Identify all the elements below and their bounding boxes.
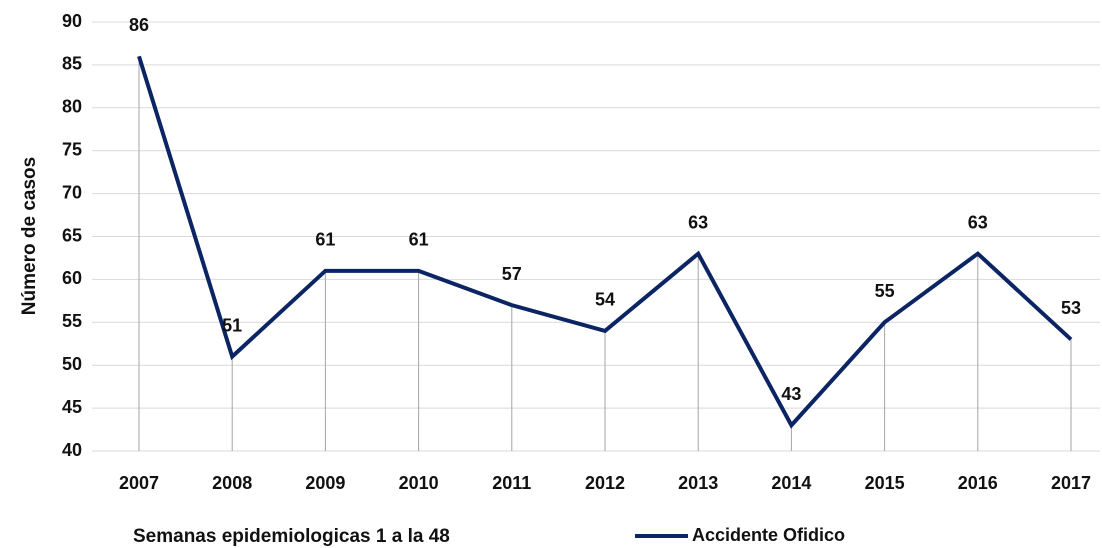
x-tick-label: 2008 [212,473,252,493]
data-label: 86 [129,15,149,35]
x-tick-label: 2012 [585,473,625,493]
y-tick-label: 70 [62,182,82,202]
data-line [137,55,1073,429]
y-tick-label: 40 [62,440,82,460]
x-tick-label: 2017 [1051,473,1091,493]
data-label: 53 [1061,298,1081,318]
y-tick-label: 85 [62,54,82,74]
x-axis-label: Semanas epidemiologicas 1 a la 48 [133,526,450,547]
data-label: 61 [315,230,335,250]
legend-label: Accidente Ofidico [692,525,845,545]
data-label: 63 [968,212,988,232]
x-tick-label: 2009 [305,473,345,493]
y-tick-label: 90 [62,11,82,31]
data-label: 43 [781,384,801,404]
y-tick-label: 50 [62,354,82,374]
data-label: 55 [875,281,895,301]
x-tick-label: 2015 [865,473,905,493]
x-tick-label: 2013 [678,473,718,493]
data-label: 61 [409,230,429,250]
x-tick-label: 2016 [958,473,998,493]
y-tick-label: 45 [62,397,82,417]
data-label: 51 [222,315,242,335]
y-axis-label: Número de casos [19,157,40,315]
data-label: 57 [502,264,522,284]
x-tick-label: 2011 [492,473,531,493]
x-tick-label: 2014 [771,473,811,493]
y-tick-label: 65 [62,225,82,245]
y-tick-label: 55 [62,311,82,331]
y-tick-label: 60 [62,268,82,288]
y-tick-label: 75 [62,139,82,159]
x-tick-label: 2007 [119,473,159,493]
x-tick-label: 2010 [399,473,439,493]
y-tick-label: 80 [62,97,82,117]
data-label: 63 [688,212,708,232]
data-label: 54 [595,290,615,310]
